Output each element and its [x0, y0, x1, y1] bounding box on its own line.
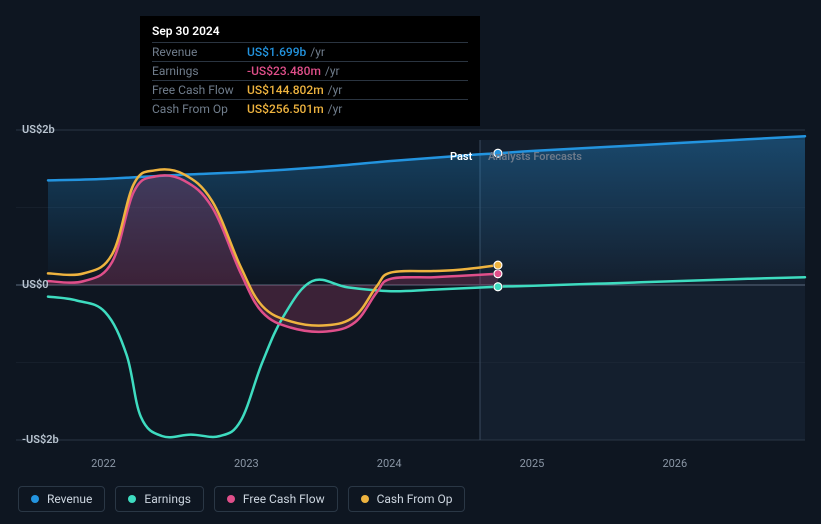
tooltip-row-unit: /yr [310, 45, 325, 59]
tooltip-row: RevenueUS$1.699b/yr [152, 42, 468, 61]
legend-item-cfo[interactable]: Cash From Op [348, 486, 466, 512]
legend-item-label: Cash From Op [377, 492, 453, 506]
y-tick-label: -US$2b [22, 433, 59, 446]
legend-item-label: Earnings [144, 492, 191, 506]
x-tick-label: 2026 [662, 457, 687, 470]
legend-item-revenue[interactable]: Revenue [18, 486, 105, 512]
chart-tooltip: Sep 30 2024 RevenueUS$1.699b/yrEarnings-… [140, 16, 480, 126]
tooltip-row: Earnings-US$23.480m/yr [152, 61, 468, 80]
chart-legend: Revenue Earnings Free Cash Flow Cash From O… [18, 486, 465, 512]
tooltip-row-label: Cash From Op [152, 102, 247, 116]
x-tick-label: 2022 [91, 457, 116, 470]
financials-chart: US$2b US$0 -US$2b 2022 2023 2024 2025 2026 Pas… [0, 0, 821, 524]
tooltip-row-value: -US$23.480m [247, 64, 321, 78]
y-tick-label: US$0 [22, 278, 49, 291]
x-tick-label: 2023 [234, 457, 259, 470]
tooltip-row-value: US$256.501m [247, 102, 324, 116]
x-tick-label: 2024 [377, 457, 402, 470]
legend-item-label: Free Cash Flow [243, 492, 325, 506]
legend-item-fcf[interactable]: Free Cash Flow [214, 486, 338, 512]
tooltip-row-value: US$1.699b [247, 45, 306, 59]
tooltip-date: Sep 30 2024 [152, 24, 468, 38]
legend-dot-icon [227, 495, 235, 503]
tooltip-row-value: US$144.802m [247, 83, 324, 97]
tooltip-row-label: Free Cash Flow [152, 83, 247, 97]
legend-dot-icon [128, 495, 136, 503]
legend-item-label: Revenue [47, 492, 92, 506]
tooltip-row-unit: /yr [328, 83, 343, 97]
legend-item-earnings[interactable]: Earnings [115, 486, 204, 512]
tooltip-row-label: Revenue [152, 45, 247, 59]
tooltip-row: Free Cash FlowUS$144.802m/yr [152, 80, 468, 99]
tooltip-row-label: Earnings [152, 64, 247, 78]
legend-dot-icon [31, 495, 39, 503]
past-label: Past [450, 150, 472, 163]
forecast-label: Analysts Forecasts [488, 150, 582, 163]
tooltip-row-unit: /yr [328, 102, 343, 116]
y-tick-label: US$2b [22, 123, 55, 136]
tooltip-row-unit: /yr [325, 64, 340, 78]
x-tick-label: 2025 [520, 457, 545, 470]
legend-dot-icon [361, 495, 369, 503]
tooltip-row: Cash From OpUS$256.501m/yr [152, 99, 468, 118]
